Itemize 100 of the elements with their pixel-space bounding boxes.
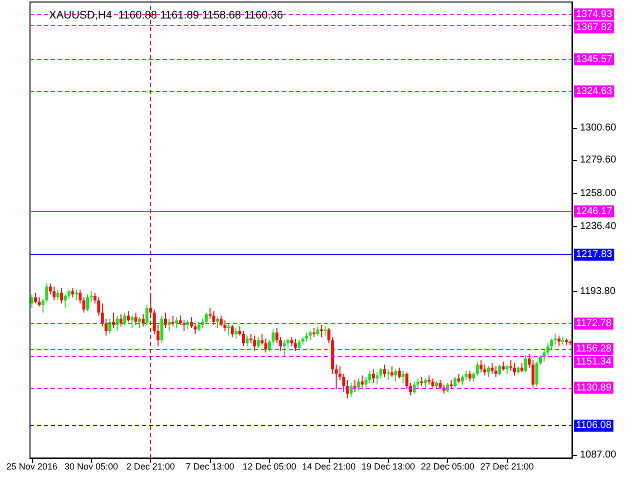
ref-line-label: 1130.89: [576, 382, 612, 394]
candlestick: [175, 316, 178, 328]
candlestick: [242, 330, 245, 347]
candlestick: [416, 378, 420, 388]
x-tick-label: 2 Dec 21:00: [126, 462, 175, 472]
candlestick: [509, 360, 512, 372]
candlestick: [506, 364, 509, 374]
candlestick: [216, 316, 219, 328]
candlestick: [282, 340, 286, 358]
candlestick: [412, 380, 416, 394]
candlestick: [34, 292, 38, 304]
text: XAUUSD,H4 1160.88 1161.89 1158.68 1160.36: [49, 10, 284, 22]
candlestick: [372, 368, 375, 384]
candlestick: [483, 364, 486, 376]
candlestick: [454, 376, 457, 388]
candlestick: [90, 290, 93, 302]
candlestick: [334, 364, 338, 390]
ref-line-label: 1324.63: [576, 86, 613, 97]
candlestick: [78, 289, 82, 304]
candlestick: [486, 366, 490, 378]
candlestick: [71, 288, 74, 298]
candlestick: [546, 342, 550, 356]
candlestick: [238, 326, 242, 336]
x-tick-label: 19 Dec 13:00: [361, 462, 416, 472]
candlestick: [376, 372, 379, 386]
candlestick: [56, 289, 60, 301]
ref-line-label: 1106.08: [576, 420, 612, 432]
candlestick: [123, 312, 126, 326]
y-tick-label: 1258.00: [580, 188, 617, 199]
candlestick: [438, 379, 442, 390]
candlestick: [264, 338, 268, 353]
candlestick: [520, 362, 524, 373]
x-tick-label: 30 Nov 05:00: [64, 462, 118, 472]
candlestick: [97, 296, 100, 316]
candlestick: [234, 327, 238, 340]
candlestick: [394, 368, 398, 382]
candlestick: [312, 327, 316, 338]
ref-line-label: 1246.17: [576, 206, 613, 217]
candlestick: [498, 364, 502, 376]
candlestick: [298, 340, 301, 350]
ref-line-label: 1345.57: [576, 54, 613, 65]
candlestick: [308, 330, 312, 341]
candlestick: [316, 326, 320, 336]
candlestick: [468, 370, 472, 382]
candlestick: [126, 310, 130, 322]
candlestick: [398, 367, 401, 379]
ref-line-label: 1367.82: [576, 22, 613, 33]
candlestick: [60, 288, 64, 304]
candlestick: [490, 362, 494, 374]
candlestick: [390, 366, 394, 378]
candlestick: [230, 324, 234, 338]
y-tick-label: 1087.00: [580, 449, 617, 460]
candlestick: [290, 336, 294, 347]
candlestick: [350, 382, 353, 398]
candlestick: [424, 378, 427, 388]
candlestick: [294, 338, 297, 352]
candlestick: [160, 315, 164, 344]
candlestick: [476, 361, 479, 376]
candlestick: [360, 374, 364, 388]
candlestick: [212, 310, 216, 326]
x-tick-label: 25 Nov 2016: [6, 462, 58, 472]
candlestick: [431, 378, 434, 388]
candlestick: [305, 332, 308, 342]
x-tick-label: 14 Dec 21:00: [302, 462, 356, 472]
candlestick: [472, 372, 476, 382]
x-tick-label: 7 Dec 13:00: [186, 462, 234, 472]
candlestick: [119, 314, 122, 327]
candlestick: [86, 294, 90, 312]
candlestick: [535, 361, 538, 387]
y-tick-label: 1193.80: [580, 286, 616, 298]
candlestick: [402, 370, 405, 384]
candlestick: [253, 335, 256, 352]
candlestick: [446, 382, 450, 393]
candlestick: [383, 364, 386, 378]
candlestick: [138, 316, 142, 328]
candlestick: [134, 312, 138, 326]
candlestick: [130, 315, 134, 328]
candlestick: [168, 318, 171, 332]
candlestick: [197, 321, 200, 332]
candlestick: [502, 361, 505, 372]
candlestick: [227, 322, 230, 336]
candlestick: [30, 294, 34, 309]
candlestick: [145, 304, 148, 326]
ref-line-label: 1374.93: [576, 8, 613, 20]
candlestick: [460, 374, 464, 386]
y-tick-label: 1279.60: [580, 154, 617, 166]
x-tick-label: 22 Dec 05:00: [420, 462, 474, 472]
candlestick: [464, 370, 468, 380]
candlestick: [208, 308, 212, 320]
candlestick: [524, 354, 528, 373]
y-tick-label: 1236.40: [580, 220, 617, 232]
candlestick: [256, 336, 260, 348]
candlestick: [223, 320, 226, 332]
candlestick: [554, 334, 557, 346]
candlestick: [512, 362, 516, 376]
candlestick: [357, 378, 360, 392]
candlestick: [74, 289, 78, 301]
ref-line-label: 1156.28: [576, 343, 612, 354]
y-tick-label: 1300.60: [580, 122, 617, 134]
ref-line-label: 1151.34: [576, 356, 612, 368]
